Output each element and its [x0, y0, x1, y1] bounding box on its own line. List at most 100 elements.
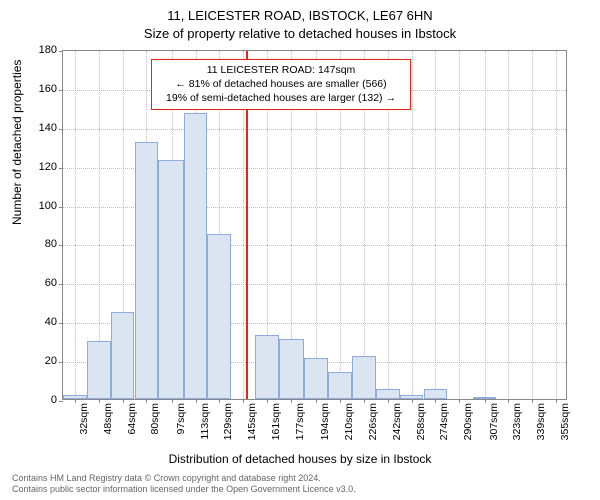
y-tick-label: 180 [39, 44, 57, 56]
chart-title: 11, LEICESTER ROAD, IBSTOCK, LE67 6HN [0, 8, 600, 23]
x-tick-mark [99, 399, 100, 403]
x-tick-mark [243, 399, 244, 403]
y-tick-label: 160 [39, 83, 57, 95]
histogram-bar [158, 160, 183, 399]
x-axis-label: Distribution of detached houses by size … [0, 452, 600, 466]
y-tick-label: 0 [51, 394, 57, 406]
y-tick-label: 120 [39, 161, 57, 173]
histogram-bar [207, 234, 231, 399]
plot-area: 11 LEICESTER ROAD: 147sqm← 81% of detach… [62, 50, 567, 400]
y-tick-mark [59, 168, 63, 169]
histogram-bar [135, 142, 159, 399]
annotation-box: 11 LEICESTER ROAD: 147sqm← 81% of detach… [151, 59, 411, 110]
histogram-bar [400, 395, 424, 399]
x-tick-mark [316, 399, 317, 403]
y-tick-mark [59, 401, 63, 402]
x-tick-mark [508, 399, 509, 403]
y-tick-mark [59, 245, 63, 246]
y-tick-mark [59, 284, 63, 285]
histogram-bar [376, 389, 400, 399]
x-tick-label: 48sqm [102, 403, 114, 448]
gridline-v [508, 51, 509, 399]
footer-line-2: Contains public sector information licen… [12, 484, 356, 496]
x-tick-label: 242sqm [391, 403, 403, 448]
x-tick-label: 274sqm [438, 403, 450, 448]
x-tick-label: 113sqm [199, 403, 211, 448]
histogram-bar [87, 341, 111, 399]
x-tick-label: 80sqm [149, 403, 161, 448]
x-tick-label: 145sqm [246, 403, 258, 448]
histogram-bar [63, 395, 87, 399]
x-tick-label: 210sqm [343, 403, 355, 448]
x-tick-label: 226sqm [367, 403, 379, 448]
chart-subtitle: Size of property relative to detached ho… [0, 26, 600, 41]
y-tick-label: 40 [45, 316, 57, 328]
gridline-v [435, 51, 436, 399]
y-tick-mark [59, 207, 63, 208]
y-tick-mark [59, 51, 63, 52]
y-tick-label: 140 [39, 122, 57, 134]
histogram-bar [473, 397, 497, 399]
x-tick-mark [459, 399, 460, 403]
histogram-bar [279, 339, 304, 399]
x-tick-mark [388, 399, 389, 403]
x-tick-mark [146, 399, 147, 403]
y-tick-label: 100 [39, 200, 57, 212]
x-tick-mark [219, 399, 220, 403]
footer-attribution: Contains HM Land Registry data © Crown c… [12, 473, 356, 496]
y-tick-mark [59, 362, 63, 363]
x-tick-label: 97sqm [175, 403, 187, 448]
y-tick-mark [59, 129, 63, 130]
x-tick-label: 64sqm [126, 403, 138, 448]
x-tick-mark [340, 399, 341, 403]
x-tick-mark [412, 399, 413, 403]
x-tick-label: 258sqm [415, 403, 427, 448]
x-tick-mark [172, 399, 173, 403]
x-tick-mark [485, 399, 486, 403]
x-tick-label: 177sqm [294, 403, 306, 448]
histogram-bar [255, 335, 279, 399]
y-tick-label: 80 [45, 238, 57, 250]
x-tick-label: 339sqm [535, 403, 547, 448]
x-tick-label: 161sqm [270, 403, 282, 448]
y-tick-mark [59, 323, 63, 324]
histogram-bar [304, 358, 328, 399]
y-tick-mark [59, 90, 63, 91]
histogram-bar [352, 356, 376, 399]
x-tick-mark [364, 399, 365, 403]
gridline-v [485, 51, 486, 399]
x-tick-mark [532, 399, 533, 403]
x-tick-mark [75, 399, 76, 403]
x-tick-label: 307sqm [488, 403, 500, 448]
x-tick-label: 323sqm [511, 403, 523, 448]
histogram-bar [111, 312, 135, 400]
x-tick-label: 32sqm [78, 403, 90, 448]
y-tick-label: 60 [45, 277, 57, 289]
x-tick-mark [556, 399, 557, 403]
y-tick-label: 20 [45, 355, 57, 367]
gridline-v [532, 51, 533, 399]
histogram-bar [424, 389, 448, 399]
gridline-v [412, 51, 413, 399]
annotation-line-3: 19% of semi-detached houses are larger (… [158, 91, 404, 105]
x-tick-mark [291, 399, 292, 403]
y-axis-label: Number of detached properties [10, 60, 24, 225]
x-tick-label: 129sqm [222, 403, 234, 448]
gridline-h [63, 129, 566, 130]
x-tick-mark [267, 399, 268, 403]
chart-container: 11, LEICESTER ROAD, IBSTOCK, LE67 6HN Si… [0, 0, 600, 500]
gridline-v [75, 51, 76, 399]
gridline-v [459, 51, 460, 399]
gridline-v [556, 51, 557, 399]
histogram-bar [328, 372, 352, 399]
x-tick-label: 194sqm [319, 403, 331, 448]
histogram-bar [184, 113, 208, 399]
x-tick-mark [123, 399, 124, 403]
annotation-line-2: ← 81% of detached houses are smaller (56… [158, 77, 404, 91]
x-tick-label: 355sqm [559, 403, 571, 448]
x-tick-mark [435, 399, 436, 403]
annotation-line-1: 11 LEICESTER ROAD: 147sqm [158, 63, 404, 77]
x-tick-mark [196, 399, 197, 403]
footer-line-1: Contains HM Land Registry data © Crown c… [12, 473, 356, 485]
x-tick-label: 290sqm [462, 403, 474, 448]
